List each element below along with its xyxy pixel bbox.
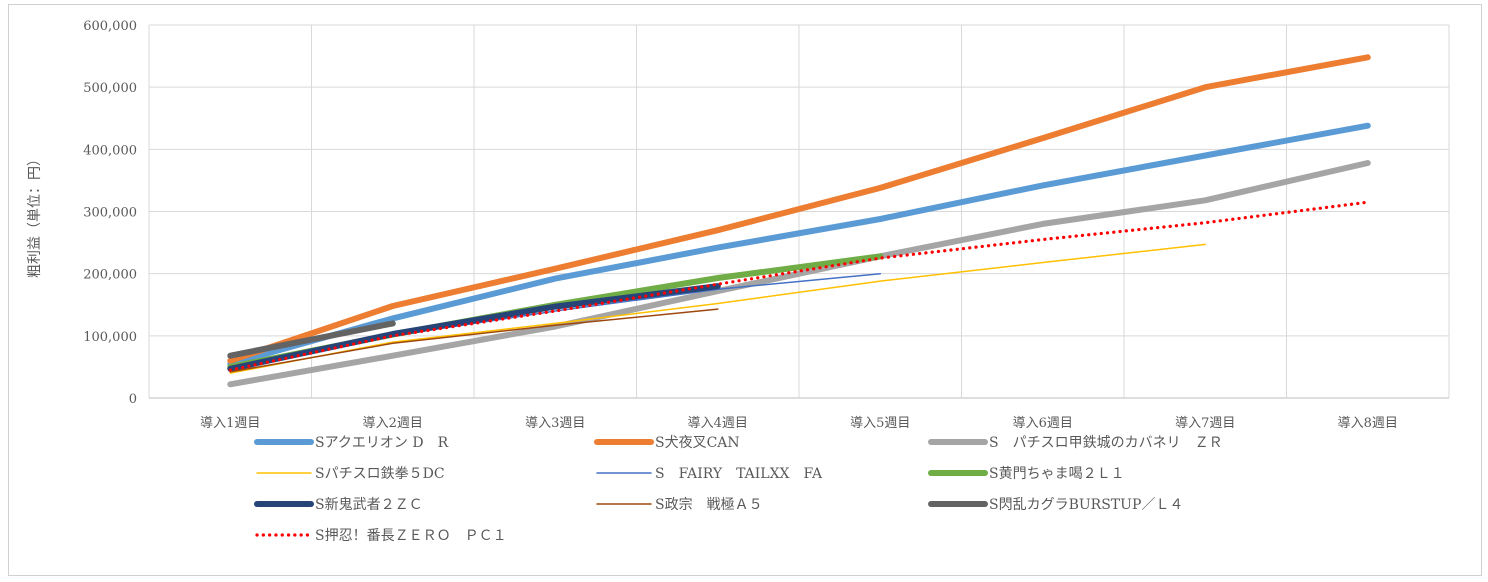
x-axis-ticks: 導入1週目 導入2週目 導入3週目 導入4週目 導入5週目 導入6週目 導入7週目 導入8週目 bbox=[200, 416, 1398, 431]
series-line bbox=[227, 283, 721, 372]
series-line bbox=[229, 272, 882, 371]
legend-label: Sアクエリオン D R bbox=[315, 435, 449, 451]
legend-label: S押忍！番長ＺＥＲＯ ＰＣ１ bbox=[315, 528, 507, 544]
legend-label: S犬夜叉CAN bbox=[655, 435, 740, 451]
legend-label: S パチスロ甲鉄城のカバネリ ＺＲ bbox=[989, 435, 1223, 451]
series-lines bbox=[227, 54, 1371, 388]
legend-label: S黄門ちゃま喝２Ｌ１ bbox=[989, 465, 1125, 482]
x-tick-label: 導入8週目 bbox=[1338, 416, 1398, 431]
y-tick-label: 600,000 bbox=[83, 19, 137, 34]
x-tick-label: 導入1週目 bbox=[200, 416, 260, 431]
series-line bbox=[227, 320, 396, 359]
x-tick-label: 導入6週目 bbox=[1013, 416, 1073, 431]
x-tick-label: 導入3週目 bbox=[525, 416, 585, 431]
legend: Sアクエリオン D R S犬夜叉CAN S パチスロ甲鉄城のカバネリ ＺＲ Sパチスロ… bbox=[254, 435, 1223, 544]
chart-area: 0 100,000 200,000 300,000 400,000 500,000 600,… bbox=[8, 4, 1482, 576]
line-chart: 0 100,000 200,000 300,000 400,000 500,000 600,… bbox=[27, 19, 1450, 544]
series-line bbox=[229, 243, 1207, 374]
legend-label: S新鬼武者２ＺＣ bbox=[315, 497, 423, 513]
y-tick-label: 500,000 bbox=[83, 81, 137, 96]
series-line bbox=[227, 54, 1371, 364]
series-line bbox=[227, 122, 1371, 367]
legend-label: S FAIRY TAILXX FA bbox=[655, 466, 823, 482]
y-tick-label: 0 bbox=[129, 392, 137, 407]
x-tick-label: 導入5週目 bbox=[850, 416, 910, 431]
x-tick-label: 導入4週目 bbox=[688, 416, 748, 431]
y-axis-ticks: 0 100,000 200,000 300,000 400,000 500,000 600,… bbox=[83, 19, 137, 407]
series-line bbox=[227, 160, 1371, 388]
y-axis-label: 粗利益（単位：円） bbox=[27, 152, 43, 278]
legend-label: S閃乱カグラBURSTUP／Ｌ４ bbox=[989, 497, 1183, 513]
y-tick-label: 100,000 bbox=[83, 330, 137, 345]
y-tick-label: 200,000 bbox=[83, 268, 137, 283]
y-tick-label: 400,000 bbox=[83, 143, 137, 158]
legend-label: Sパチスロ鉄拳５DC bbox=[315, 466, 445, 482]
legend-label: S政宗 戦極Ａ５ bbox=[655, 497, 763, 513]
x-tick-label: 導入7週目 bbox=[1175, 416, 1235, 431]
series-line bbox=[229, 308, 719, 373]
x-tick-label: 導入2週目 bbox=[363, 416, 423, 431]
y-tick-label: 300,000 bbox=[83, 206, 137, 221]
